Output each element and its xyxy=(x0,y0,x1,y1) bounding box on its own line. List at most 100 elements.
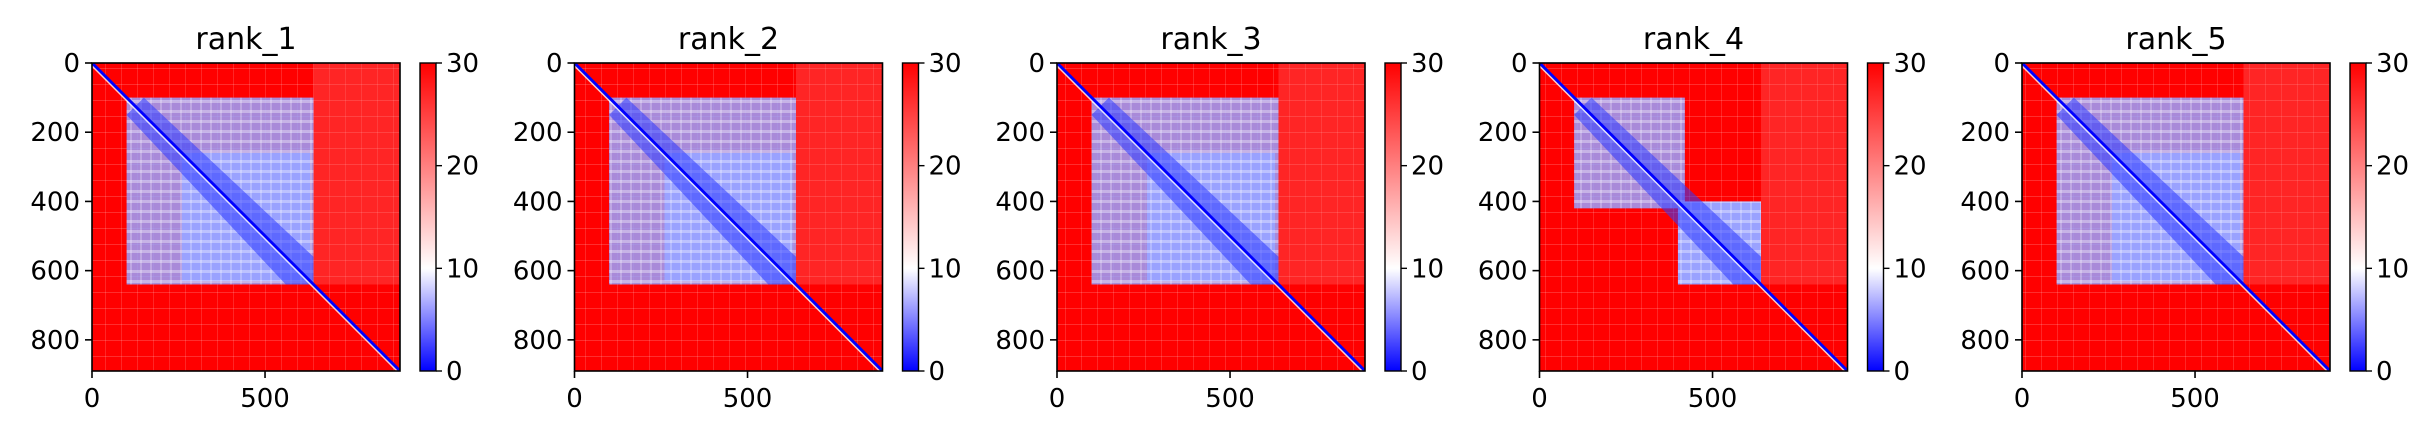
colorbar-tick-label: 20 xyxy=(1894,152,1927,182)
colorbar-tick-label: 20 xyxy=(2376,152,2409,182)
colorbar-tick-label: 0 xyxy=(1894,357,1911,387)
diagonal-highlight xyxy=(92,65,398,371)
x-tick-label: 500 xyxy=(723,384,773,414)
y-tick-label: 600 xyxy=(30,257,80,287)
x-tick-label: 500 xyxy=(1688,384,1738,414)
heatmap-faint-region xyxy=(1278,63,1365,285)
panel-title: rank_4 xyxy=(1643,22,1744,57)
x-tick-label: 0 xyxy=(84,384,101,414)
colorbar xyxy=(2350,63,2366,371)
colorbar-tick-label: 20 xyxy=(929,152,962,182)
heatmap-image xyxy=(574,63,883,371)
colorbar-tick-label: 0 xyxy=(929,357,946,387)
y-tick-label: 0 xyxy=(1511,49,1528,79)
x-tick-label: 500 xyxy=(1205,384,1255,414)
axes-frame xyxy=(91,62,401,372)
heatmap-image xyxy=(1057,63,1365,371)
y-tick-label: 0 xyxy=(546,49,563,79)
y-tick-label: 400 xyxy=(1478,187,1528,217)
x-tick-label: 500 xyxy=(2170,384,2220,414)
y-tick-label: 200 xyxy=(1960,118,2010,148)
diagonal-line xyxy=(2022,63,2330,371)
x-tick-label: 0 xyxy=(566,384,583,414)
colorbar xyxy=(1385,63,1401,371)
y-tick-label: 800 xyxy=(1960,326,2010,356)
colorbar-tick-label: 30 xyxy=(1411,49,1444,79)
colorbar-tick-label: 30 xyxy=(2376,49,2409,79)
heatmap-image xyxy=(2022,63,2330,371)
y-tick-label: 200 xyxy=(995,118,1045,148)
y-tick-label: 800 xyxy=(1478,326,1528,356)
y-tick-label: 200 xyxy=(30,118,80,148)
colorbar-tick-label: 30 xyxy=(446,49,479,79)
diagonal-highlight xyxy=(2022,65,2328,371)
x-tick-label: 500 xyxy=(240,384,290,414)
axes-frame xyxy=(573,62,884,372)
heatmap-image xyxy=(92,63,400,371)
diagonal-line xyxy=(574,63,883,371)
heatmap-faint-region xyxy=(1760,63,1848,285)
colorbar xyxy=(902,63,919,371)
y-tick-label: 400 xyxy=(995,187,1045,217)
colorbar-tick-label: 10 xyxy=(2376,254,2409,284)
colorbar-tick-label: 0 xyxy=(2376,357,2393,387)
heatmap-faint-region xyxy=(2243,63,2330,285)
colorbar-tick-label: 0 xyxy=(446,357,463,387)
colorbar-tick-label: 10 xyxy=(1411,254,1444,284)
colorbar-tick-label: 30 xyxy=(929,49,962,79)
y-tick-label: 200 xyxy=(513,118,563,148)
panel-title: rank_5 xyxy=(2125,22,2226,57)
diagonal-highlight xyxy=(1057,65,1363,371)
colorbar-frame xyxy=(2349,62,2367,372)
heatmap-faint-region xyxy=(313,63,400,285)
diagonal-highlight xyxy=(1539,65,1846,371)
y-tick-label: 800 xyxy=(513,326,563,356)
y-tick-label: 600 xyxy=(1960,257,2010,287)
y-tick-label: 0 xyxy=(1028,49,1045,79)
diagonal-highlight xyxy=(574,65,881,371)
colorbar-frame xyxy=(1866,62,1885,372)
diagonal-line xyxy=(92,63,400,371)
colorbar-frame xyxy=(901,62,920,372)
panel-title: rank_2 xyxy=(678,22,779,57)
axes-frame xyxy=(2021,62,2331,372)
y-tick-label: 600 xyxy=(513,257,563,287)
y-tick-label: 0 xyxy=(63,49,80,79)
colorbar-tick-label: 10 xyxy=(446,254,479,284)
y-tick-label: 400 xyxy=(513,187,563,217)
heatmap-faint-region xyxy=(795,63,883,285)
y-tick-label: 400 xyxy=(30,187,80,217)
colorbar-tick-label: 20 xyxy=(446,152,479,182)
heatmap-image xyxy=(1539,63,1848,371)
y-tick-label: 600 xyxy=(995,257,1045,287)
panel-title: rank_3 xyxy=(1160,22,1261,57)
diagonal-line xyxy=(1057,63,1365,371)
axes-frame xyxy=(1538,62,1849,372)
colorbar-tick-label: 10 xyxy=(1894,254,1927,284)
x-tick-label: 0 xyxy=(1049,384,1066,414)
x-tick-label: 0 xyxy=(2014,384,2031,414)
x-tick-label: 0 xyxy=(1531,384,1548,414)
panel-title: rank_1 xyxy=(195,22,296,57)
y-tick-label: 800 xyxy=(995,326,1045,356)
diagonal-line xyxy=(1539,63,1848,371)
y-tick-label: 0 xyxy=(1993,49,2010,79)
colorbar-tick-label: 30 xyxy=(1894,49,1927,79)
y-tick-label: 200 xyxy=(1478,118,1528,148)
y-tick-label: 400 xyxy=(1960,187,2010,217)
colorbar-frame xyxy=(1384,62,1402,372)
y-tick-label: 800 xyxy=(30,326,80,356)
colorbar xyxy=(420,63,436,371)
colorbar-frame xyxy=(419,62,437,372)
y-tick-label: 600 xyxy=(1478,257,1528,287)
colorbar xyxy=(1867,63,1884,371)
colorbar-tick-label: 20 xyxy=(1411,152,1444,182)
axes-frame xyxy=(1056,62,1366,372)
colorbar-tick-label: 10 xyxy=(929,254,962,284)
